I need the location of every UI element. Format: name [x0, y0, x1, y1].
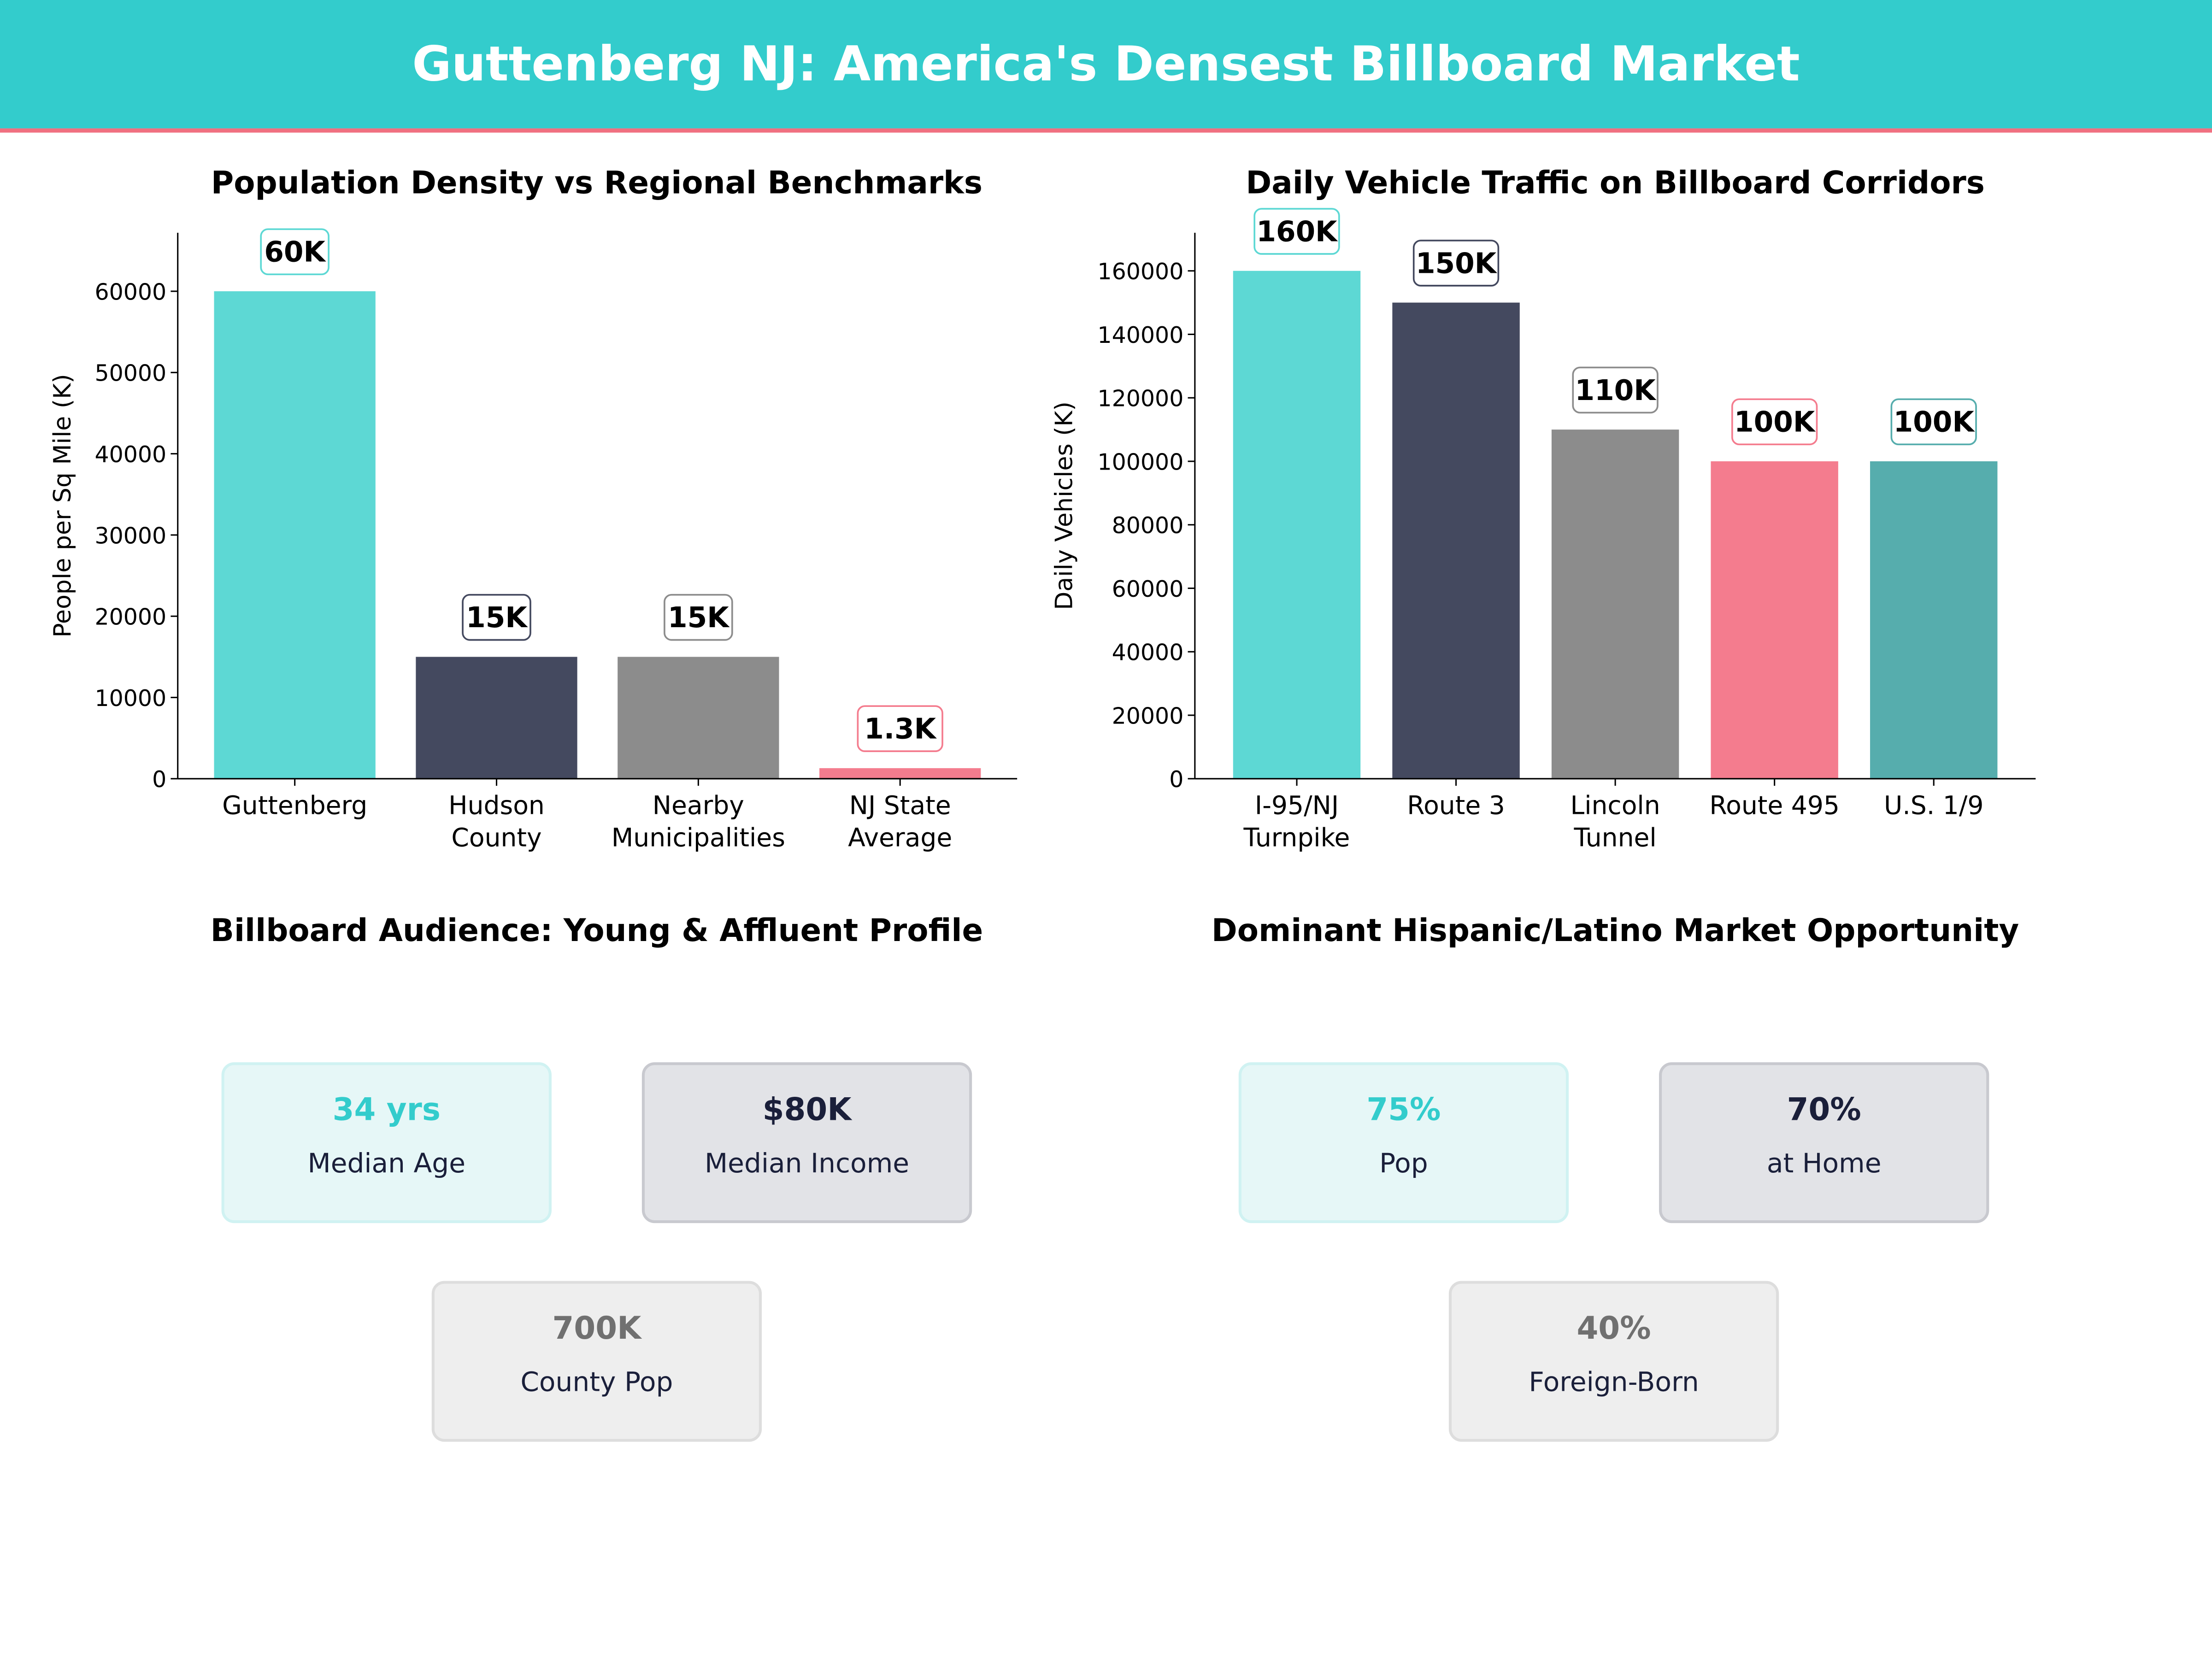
data-label-box: [1890, 398, 1977, 446]
stat-label: at Home: [1767, 1147, 1882, 1179]
stat-label: Foreign-Born: [1529, 1366, 1699, 1397]
header-banner: [0, 0, 2212, 129]
bar: [1711, 461, 1838, 779]
x-tick-label: Route 495: [1709, 790, 1840, 820]
stat-card: 75% Pop: [1238, 1062, 1569, 1224]
y-tick-label: 0: [152, 766, 166, 793]
data-label: 15K: [668, 601, 730, 634]
stat-value: 34 yrs: [333, 1091, 441, 1128]
stat-value: 75%: [1366, 1091, 1441, 1128]
stat-card-bg: [1448, 1281, 1779, 1442]
data-label-box: [857, 705, 943, 752]
stat-label: Pop: [1379, 1147, 1428, 1179]
audience-profile-panel: Billboard Audience: Young & Affluent Pro…: [211, 912, 983, 1442]
stat-card-bg: [1238, 1062, 1569, 1224]
y-tick-label: 20000: [1112, 703, 1184, 729]
x-tick-label: Guttenberg: [222, 790, 367, 820]
data-label: 15K: [466, 601, 528, 634]
data-label: 60K: [264, 236, 326, 269]
panel-title: Dominant Hispanic/Latino Market Opportun…: [1212, 912, 2019, 948]
stat-card: 34 yrs Median Age: [221, 1062, 552, 1224]
bar: [1551, 429, 1679, 779]
stat-card: $80K Median Income: [641, 1062, 972, 1224]
x-tick-label: Tunnel: [1573, 823, 1656, 853]
stat-label: County Pop: [520, 1366, 673, 1397]
stat-card-bg: [1659, 1062, 1989, 1224]
y-tick-label: 40000: [1112, 640, 1184, 666]
x-tick-label: Turnpike: [1243, 823, 1350, 853]
stat-value: $80K: [763, 1091, 853, 1128]
y-tick-label: 80000: [1112, 512, 1184, 539]
stat-value: 700K: [553, 1310, 643, 1346]
x-tick-label: Lincoln: [1571, 790, 1660, 820]
x-tick-label: Hudson: [448, 790, 545, 820]
bar: [214, 291, 376, 779]
bar: [1392, 302, 1520, 779]
x-tick-label: County: [451, 823, 541, 853]
y-tick-label: 20000: [94, 604, 166, 630]
x-tick-label: I-95/NJ: [1255, 790, 1339, 820]
data-label: 100K: [1734, 406, 1816, 439]
x-tick-label: U.S. 1/9: [1884, 790, 1984, 820]
data-label-box: [664, 594, 733, 641]
bar: [819, 768, 981, 779]
page-title: Guttenberg NJ: America's Densest Billboa…: [412, 35, 1800, 92]
stat-card-bg: [221, 1062, 552, 1224]
stat-card-bg: [431, 1281, 762, 1442]
bar: [618, 657, 779, 779]
stat-card: 700K County Pop: [431, 1281, 762, 1442]
stat-value: 70%: [1787, 1091, 1861, 1128]
hispanic-market-panel: Dominant Hispanic/Latino Market Opportun…: [1212, 912, 2019, 1442]
data-label-box: [1731, 398, 1818, 446]
data-label-box: [260, 228, 329, 276]
chart-title: Daily Vehicle Traffic on Billboard Corri…: [1246, 164, 1984, 200]
bar: [1870, 461, 1998, 779]
stat-card: 40% Foreign-Born: [1448, 1281, 1779, 1442]
y-tick-label: 40000: [94, 441, 166, 468]
y-tick-label: 160000: [1097, 259, 1183, 285]
data-label-box: [1253, 208, 1340, 255]
data-label-box: [1412, 240, 1500, 287]
data-label: 160K: [1256, 215, 1338, 248]
vehicle-traffic-chart: Daily Vehicle Traffic on Billboard Corri…: [1051, 164, 2036, 853]
stat-label: Median Income: [705, 1147, 909, 1179]
y-tick-label: 140000: [1097, 322, 1183, 348]
x-tick-label: Route 3: [1407, 790, 1505, 820]
data-label: 1.3K: [864, 713, 937, 746]
bar: [1233, 271, 1361, 779]
population-density-chart: Population Density vs Regional Benchmark…: [49, 164, 1018, 853]
header-accent-line: [0, 128, 2212, 133]
y-tick-label: 100000: [1097, 449, 1183, 475]
data-label: 110K: [1575, 374, 1657, 407]
x-tick-label: Average: [848, 823, 952, 853]
x-tick-label: Municipalities: [612, 823, 785, 853]
bar: [416, 657, 577, 779]
y-tick-label: 60000: [1112, 576, 1184, 602]
stat-card: 70% at Home: [1659, 1062, 1989, 1224]
x-tick-label: Nearby: [653, 790, 744, 820]
stat-value: 40%: [1577, 1310, 1651, 1346]
y-tick-label: 30000: [94, 523, 166, 549]
y-tick-label: 50000: [94, 360, 166, 387]
y-tick-label: 120000: [1097, 386, 1183, 412]
panel-title: Billboard Audience: Young & Affluent Pro…: [211, 912, 983, 948]
y-tick-label: 60000: [94, 279, 166, 305]
x-tick-label: NJ State: [849, 790, 951, 820]
data-label: 100K: [1894, 406, 1976, 439]
y-tick-label: 0: [1169, 766, 1183, 793]
data-label: 150K: [1416, 247, 1498, 280]
stat-card-bg: [641, 1062, 972, 1224]
y-axis-label: People per Sq Mile (K): [49, 374, 76, 637]
stat-label: Median Age: [308, 1147, 466, 1179]
data-label-box: [1572, 366, 1659, 414]
y-tick-label: 10000: [94, 685, 166, 712]
data-label-box: [462, 594, 531, 641]
y-axis-label: Daily Vehicles (K): [1051, 401, 1078, 610]
chart-title: Population Density vs Regional Benchmark…: [211, 164, 982, 200]
